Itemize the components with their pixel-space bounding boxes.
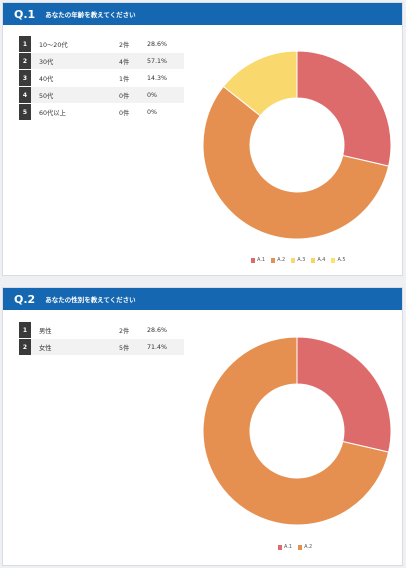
row-label: 60代以上 — [39, 109, 66, 117]
row-count: 0件 — [119, 109, 130, 117]
legend-swatch — [278, 544, 282, 550]
donut-slice-a2 — [202, 336, 390, 526]
donut-chart-2 — [202, 336, 392, 526]
legend-item: A.3 — [291, 257, 305, 263]
table-row: 1 男性 2件 28.6% — [19, 322, 184, 339]
table-row: 2 女性 5件 71.4% — [19, 339, 184, 356]
legend-swatch — [298, 544, 303, 550]
legend-label: A.5 — [337, 257, 346, 263]
question-number: Q.1 — [14, 7, 36, 21]
results-table-1: 1 10〜20代 2件 28.6% 2 30代 4件 57.1% 3 40代 1… — [19, 36, 184, 121]
row-number: 5 — [19, 104, 31, 120]
donut-slice-a2 — [202, 85, 390, 240]
legend-swatch — [331, 257, 336, 263]
legend-label: A.2 — [277, 257, 286, 263]
legend-label: A.1 — [257, 257, 266, 263]
row-count: 4件 — [119, 58, 130, 66]
table-row: 5 60代以上 0件 0% — [19, 104, 184, 121]
legend-item: A.2 — [271, 257, 285, 263]
table-row: 3 40代 1件 14.3% — [19, 70, 184, 87]
legend-swatch — [291, 257, 296, 263]
row-count: 5件 — [119, 344, 130, 352]
table-row: 4 50代 0件 0% — [19, 87, 184, 104]
row-percent: 28.6% — [147, 326, 168, 334]
row-percent: 57.1% — [147, 57, 168, 65]
question-header-1: Q.1 あなたの年齢を教えてください — [3, 3, 402, 25]
question-panel-1: Q.1 あなたの年齢を教えてください 1 10〜20代 2件 28.6% 2 3… — [2, 2, 403, 276]
donut-slice-a1 — [296, 50, 392, 167]
table-row: 2 30代 4件 57.1% — [19, 53, 184, 70]
legend-item: A.1 — [251, 257, 265, 263]
legend-label: A.3 — [297, 257, 306, 263]
question-number: Q.2 — [14, 292, 36, 306]
results-table-2: 1 男性 2件 28.6% 2 女性 5件 71.4% — [19, 322, 184, 356]
donut-slice-a1 — [296, 336, 392, 453]
donut-chart-1 — [202, 50, 392, 240]
legend-item: A.2 — [298, 544, 312, 550]
chart-legend-1: A.1 A.2 A.3 A.4 A.5 — [251, 257, 352, 263]
row-label: 30代 — [39, 58, 54, 66]
row-count: 1件 — [119, 75, 130, 83]
row-number: 1 — [19, 322, 31, 338]
legend-item: A.1 — [278, 544, 292, 550]
question-header-2: Q.2 あなたの性別を教えてください — [3, 288, 402, 310]
row-percent: 14.3% — [147, 74, 168, 82]
row-count: 0件 — [119, 92, 130, 100]
row-count: 2件 — [119, 41, 130, 49]
row-percent: 0% — [147, 91, 157, 99]
legend-swatch — [311, 257, 316, 263]
legend-swatch — [251, 257, 255, 263]
question-title: あなたの性別を教えてください — [45, 296, 136, 304]
chart-legend-2: A.1 A.2 — [278, 544, 318, 550]
row-count: 2件 — [119, 327, 130, 335]
row-number: 1 — [19, 36, 31, 52]
row-number: 2 — [19, 53, 31, 69]
row-percent: 71.4% — [147, 343, 168, 351]
legend-swatch — [271, 257, 276, 263]
row-number: 3 — [19, 70, 31, 86]
row-number: 4 — [19, 87, 31, 103]
row-label: 40代 — [39, 75, 54, 83]
row-label: 女性 — [39, 344, 52, 352]
donut-slice-a3 — [222, 50, 298, 117]
row-label: 50代 — [39, 92, 54, 100]
question-title: あなたの年齢を教えてください — [45, 11, 136, 19]
legend-item: A.4 — [311, 257, 325, 263]
row-number: 2 — [19, 339, 31, 355]
legend-label: A.1 — [284, 544, 293, 550]
row-percent: 28.6% — [147, 40, 168, 48]
row-label: 10〜20代 — [39, 41, 68, 49]
legend-label: A.2 — [304, 544, 313, 550]
row-percent: 0% — [147, 108, 157, 116]
table-row: 1 10〜20代 2件 28.6% — [19, 36, 184, 53]
legend-label: A.4 — [317, 257, 326, 263]
row-label: 男性 — [39, 327, 52, 335]
legend-item: A.5 — [331, 257, 346, 263]
question-panel-2: Q.2 あなたの性別を教えてください 1 男性 2件 28.6% 2 女性 5件… — [2, 287, 403, 566]
